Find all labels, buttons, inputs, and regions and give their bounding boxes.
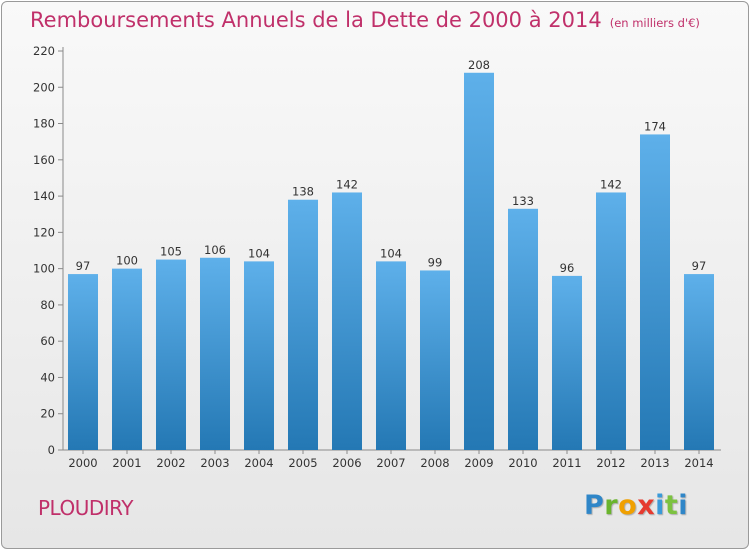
data-label: 96 [560, 261, 575, 275]
bar [288, 199, 318, 450]
data-label: 97 [76, 259, 91, 273]
y-tick-label: 180 [33, 117, 55, 131]
data-label: 99 [428, 255, 443, 269]
y-tick-label: 60 [40, 334, 55, 348]
data-label: 138 [292, 185, 314, 199]
y-tick-label: 0 [48, 443, 55, 457]
proxiti-logo: Proxiti [584, 490, 688, 521]
data-label: 208 [468, 58, 490, 72]
bar [244, 261, 274, 450]
data-label: 104 [380, 246, 402, 260]
y-tick-label: 80 [40, 298, 55, 312]
y-tick-label: 200 [33, 80, 55, 94]
data-label: 174 [644, 119, 666, 133]
y-tick-label: 120 [33, 225, 55, 239]
x-tick-label: 2006 [332, 456, 361, 470]
data-label: 133 [512, 194, 534, 208]
bar [552, 275, 582, 450]
chart-title: Remboursements Annuels de la Dette de 20… [30, 8, 700, 32]
bar [112, 268, 142, 450]
logo-letter: t [664, 490, 679, 521]
bar [596, 192, 626, 451]
chart-unit: (en milliers d'€) [609, 16, 700, 30]
logo-letter: P [584, 490, 605, 521]
logo-letter: o [618, 490, 638, 521]
data-label: 100 [116, 254, 138, 268]
x-tick-label: 2010 [508, 456, 537, 470]
data-label: 142 [336, 177, 358, 191]
logo-letter: i [655, 490, 665, 521]
bar [464, 72, 494, 450]
place-name: PLOUDIRY [38, 496, 134, 520]
x-tick-label: 2007 [376, 456, 405, 470]
logo-letter: x [637, 490, 656, 521]
bar [68, 274, 98, 450]
data-label: 97 [692, 259, 707, 273]
x-tick-label: 2014 [684, 456, 713, 470]
x-tick-label: 2002 [156, 456, 185, 470]
logo-letter: i [678, 490, 689, 521]
x-tick-label: 2004 [244, 456, 273, 470]
logo-letter: r [604, 490, 619, 521]
x-tick-label: 2009 [464, 456, 493, 470]
bar [684, 274, 714, 450]
bar [640, 134, 670, 450]
data-label: 104 [248, 246, 270, 260]
bar [332, 192, 362, 451]
data-label: 105 [160, 245, 182, 259]
bar [200, 257, 230, 450]
x-tick-label: 2013 [640, 456, 669, 470]
x-tick-label: 2005 [288, 456, 317, 470]
x-tick-label: 2011 [552, 456, 581, 470]
chart-title-main: Remboursements Annuels de la Dette de 20… [30, 8, 602, 32]
y-tick-label: 100 [33, 262, 55, 276]
y-tick-label: 220 [33, 44, 55, 58]
x-tick-label: 2012 [596, 456, 625, 470]
y-tick-label: 160 [33, 153, 55, 167]
x-tick-label: 2008 [420, 456, 449, 470]
x-tick-label: 2003 [200, 456, 229, 470]
bar [420, 270, 450, 450]
x-tick-label: 2001 [112, 456, 141, 470]
y-tick-label: 140 [33, 189, 55, 203]
data-label: 106 [204, 243, 226, 257]
data-label: 142 [600, 177, 622, 191]
bar [508, 208, 538, 450]
x-tick-label: 2000 [68, 456, 97, 470]
y-tick-label: 40 [40, 370, 55, 384]
y-tick-label: 20 [40, 407, 55, 421]
bar [156, 259, 186, 450]
bar [376, 261, 406, 450]
